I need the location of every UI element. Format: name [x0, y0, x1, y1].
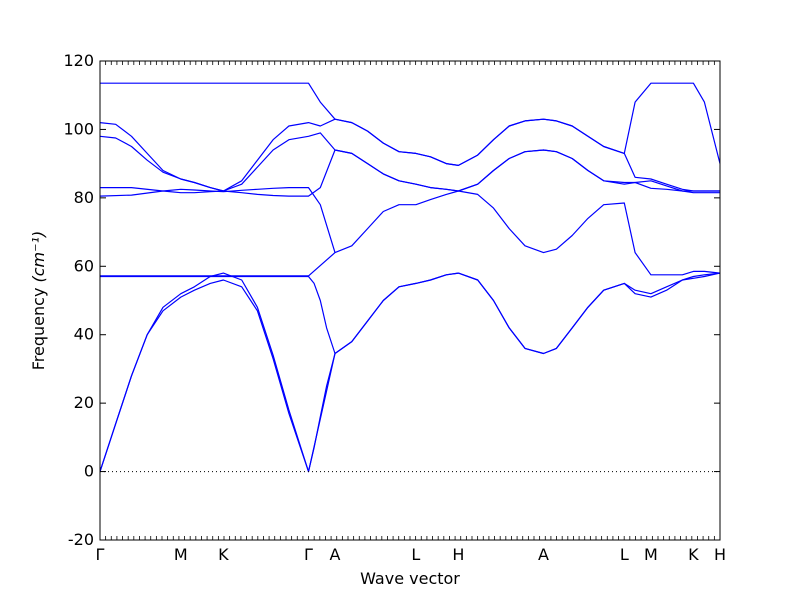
x-tick-label: M	[174, 545, 188, 564]
plot-frame	[99, 60, 721, 541]
x-tick-label: A	[330, 545, 341, 564]
band-8	[99, 118, 720, 192]
y-axis-ticks: -20 0 20 40 60 80 100 120	[63, 51, 720, 549]
band-1	[99, 272, 721, 473]
band-2	[99, 272, 721, 473]
band-9	[100, 82, 721, 166]
band-4	[100, 275, 336, 354]
y-axis-label-unit: (cm⁻¹)	[29, 231, 48, 283]
y-tick-label: 40	[74, 325, 94, 344]
band-6	[100, 149, 720, 197]
dispersion-curves	[99, 82, 721, 473]
x-tick-label: Γ	[96, 545, 105, 564]
x-tick-label: K	[218, 545, 229, 564]
y-tick-label: -20	[68, 530, 94, 549]
x-tick-label: K	[688, 545, 699, 564]
band-5	[99, 187, 336, 253]
x-tick-label: H	[714, 545, 726, 564]
x-tick-label: A	[538, 545, 549, 564]
y-tick-label: 60	[74, 256, 94, 275]
y-tick-label: 100	[63, 119, 94, 138]
x-tick-label: L	[411, 545, 420, 564]
y-axis-label-text: Frequency	[29, 288, 48, 371]
x-tick-label: L	[620, 545, 629, 564]
x-axis-label: Wave vector	[360, 569, 460, 588]
y-tick-label: 80	[74, 188, 94, 207]
y-tick-label: 20	[74, 393, 94, 412]
x-tick-label: M	[644, 545, 658, 564]
x-tick-label: Γ	[304, 545, 313, 564]
y-tick-label: 0	[84, 462, 94, 481]
x-tick-label: H	[452, 545, 464, 564]
band-3	[100, 190, 721, 277]
y-axis-label: Frequency (cm⁻¹)	[29, 231, 48, 370]
y-tick-label: 120	[63, 51, 94, 70]
